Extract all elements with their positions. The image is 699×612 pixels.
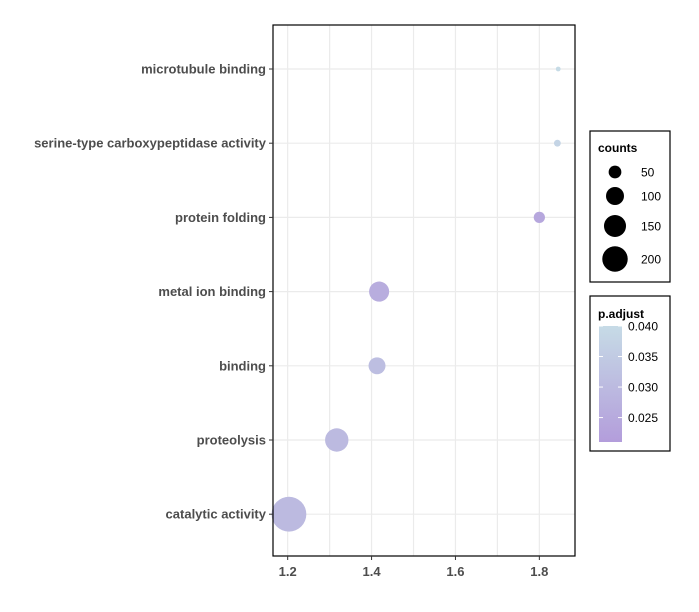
size-legend-label: 50 xyxy=(641,166,655,180)
size-legend-dot xyxy=(603,214,627,238)
color-legend-label: 0.025 xyxy=(628,411,658,425)
grid-layer xyxy=(273,25,575,556)
data-point xyxy=(368,357,386,375)
y-axis: microtubule binding serine-type carboxype… xyxy=(34,62,273,522)
color-legend-label: 0.040 xyxy=(628,320,658,334)
x-tick-label: 1.8 xyxy=(530,564,548,579)
color-legend-items: 0.040 0.035 0.030 0.025 xyxy=(599,320,658,425)
x-tick-label: 1.2 xyxy=(279,564,297,579)
y-tick-label: protein folding xyxy=(175,210,266,225)
x-tick-label: 1.6 xyxy=(446,564,464,579)
size-legend-label: 200 xyxy=(641,253,661,267)
data-point xyxy=(533,211,545,224)
data-point xyxy=(553,139,561,147)
data-point xyxy=(555,66,561,72)
color-bar xyxy=(599,326,622,442)
x-axis: 1.2 1.4 1.6 1.8 xyxy=(279,556,548,579)
y-tick-label: catalytic activity xyxy=(166,507,267,522)
size-legend-dot xyxy=(602,246,628,272)
size-legend-items: 50 100 150 200 xyxy=(602,166,661,272)
points-layer xyxy=(271,66,561,532)
size-legend-dot xyxy=(608,165,622,179)
y-tick-label: proteolysis xyxy=(197,433,266,448)
y-tick-label: microtubule binding xyxy=(141,62,266,77)
color-legend-label: 0.030 xyxy=(628,381,658,395)
color-legend: p.adjust 0.040 0.035 0.030 0.025 xyxy=(589,295,671,452)
color-legend-title: p.adjust xyxy=(598,307,644,321)
size-legend-dot xyxy=(606,187,624,205)
y-tick-label: binding xyxy=(219,358,266,373)
size-legend: counts 50 100 150 200 xyxy=(589,130,671,283)
size-legend-label: 150 xyxy=(641,220,661,234)
data-point xyxy=(369,281,390,302)
size-legend-title: counts xyxy=(598,141,638,155)
y-tick-label: serine-type carboxypeptidase activity xyxy=(34,136,267,151)
data-point xyxy=(325,428,349,452)
x-tick-label: 1.4 xyxy=(363,564,382,579)
panel-border xyxy=(272,24,576,557)
data-point xyxy=(271,496,307,532)
color-legend-label: 0.035 xyxy=(628,350,658,364)
size-legend-label: 100 xyxy=(641,190,661,204)
y-tick-label: metal ion binding xyxy=(158,284,266,299)
